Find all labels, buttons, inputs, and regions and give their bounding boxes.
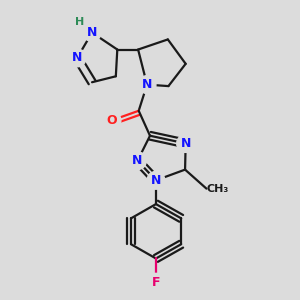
Text: CH₃: CH₃ [207, 184, 229, 194]
Text: N: N [142, 78, 152, 91]
Circle shape [83, 24, 101, 41]
Text: F: F [152, 276, 160, 289]
Circle shape [103, 111, 121, 129]
Text: N: N [87, 26, 97, 39]
Text: H: H [75, 17, 84, 27]
Circle shape [147, 171, 165, 189]
Text: N: N [72, 51, 83, 64]
Text: N: N [151, 174, 161, 187]
Circle shape [129, 152, 146, 170]
Circle shape [68, 49, 86, 67]
Circle shape [147, 273, 165, 291]
Circle shape [138, 76, 156, 94]
Text: O: O [106, 114, 117, 127]
Text: N: N [181, 137, 191, 150]
Text: N: N [132, 154, 143, 167]
Circle shape [177, 134, 195, 152]
